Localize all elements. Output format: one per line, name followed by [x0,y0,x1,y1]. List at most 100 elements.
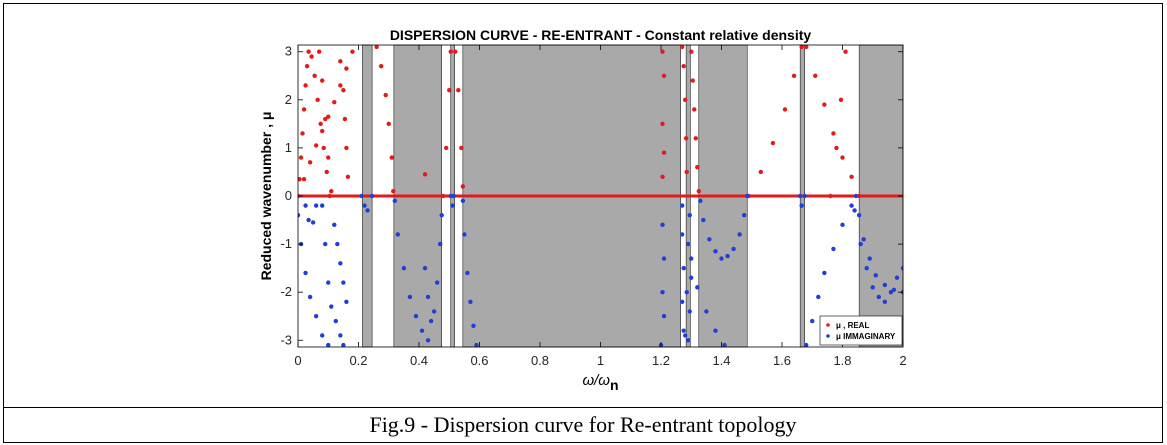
data-point [392,198,397,204]
data-point [338,59,343,64]
data-point [834,145,839,151]
data-point [456,88,461,93]
data-point [425,338,431,343]
data-point [320,78,325,83]
data-point [681,265,686,271]
data-point [386,121,391,127]
data-point [722,342,727,347]
data-point [338,261,343,266]
y-axis-label: Reduced wavenumber , μ [258,112,274,281]
data-point [692,107,697,112]
data-point [900,265,903,271]
y-tick-label: 3 [285,44,292,59]
data-point [838,97,844,103]
data-point [401,265,407,271]
data-point [298,155,304,160]
data-point [329,188,334,194]
data-point [407,294,413,300]
data-point [719,256,724,261]
data-point [684,169,689,175]
x-axis-label: ω/ωn [582,372,618,393]
data-point [471,323,476,329]
data-point [822,102,827,107]
data-point [303,270,308,276]
x-tick-label: 1.6 [773,353,791,368]
data-point [679,299,685,304]
data-point [474,342,479,347]
data-point [660,289,665,295]
y-tick-label: 2 [285,92,292,107]
legend: μ , REAL μ IMMAGINARY [819,315,903,346]
data-point [419,328,425,333]
data-point [684,289,689,295]
data-point [439,213,444,218]
data-point [858,241,863,247]
chart-title: DISPERSION CURVE - RE-ENTRANT - Constant… [390,27,812,43]
data-point [342,116,348,122]
data-point [882,282,888,288]
data-point [329,304,334,309]
data-point [298,176,302,182]
data-point [725,253,730,259]
data-point [341,342,346,347]
data-point [468,299,473,304]
data-point [797,193,803,199]
data-point [441,193,446,199]
data-point [310,220,316,225]
data-point [849,174,854,179]
data-point [861,237,866,242]
data-point [327,193,332,199]
data-point [465,270,470,276]
data-point [661,314,667,319]
data-point [369,193,375,199]
data-point [313,143,319,148]
data-point [799,45,804,50]
data-point [362,203,367,208]
data-point [698,198,703,204]
data-point [326,114,331,119]
data-point [661,73,667,78]
data-point [686,338,691,343]
data-point [799,203,804,208]
data-point [745,193,750,199]
data-point [687,213,692,218]
data-point [460,184,466,189]
x-tick-label: 0 [294,353,301,368]
y-tick-label: 1 [285,140,292,155]
data-point [840,222,845,228]
data-point [840,155,845,160]
data-point [828,193,833,199]
data-point [453,49,458,54]
data-point [335,241,340,247]
data-point [849,203,854,208]
y-tick-label: -1 [280,236,292,251]
data-point [451,193,456,199]
data-point [422,172,428,177]
data-point [804,45,809,50]
data-point [876,294,881,300]
data-point [413,314,419,319]
data-point [661,150,667,155]
data-point [450,203,455,208]
data-point [313,314,319,319]
data-point [683,333,688,338]
x-axis-label-subscript: n [610,377,619,393]
data-point [425,294,431,300]
data-point [383,92,388,98]
data-point [713,249,718,254]
data-point [320,128,325,134]
data-point [713,328,718,333]
data-point [326,280,331,285]
legend-label-real: μ , REAL [836,321,869,330]
data-point [831,131,836,136]
data-point [318,121,323,127]
data-point [338,83,343,88]
data-point [320,333,325,338]
data-point [344,299,349,304]
data-point [683,136,689,141]
data-point [448,193,453,199]
data-point [681,63,686,69]
data-point [813,73,818,78]
data-point [298,213,301,218]
